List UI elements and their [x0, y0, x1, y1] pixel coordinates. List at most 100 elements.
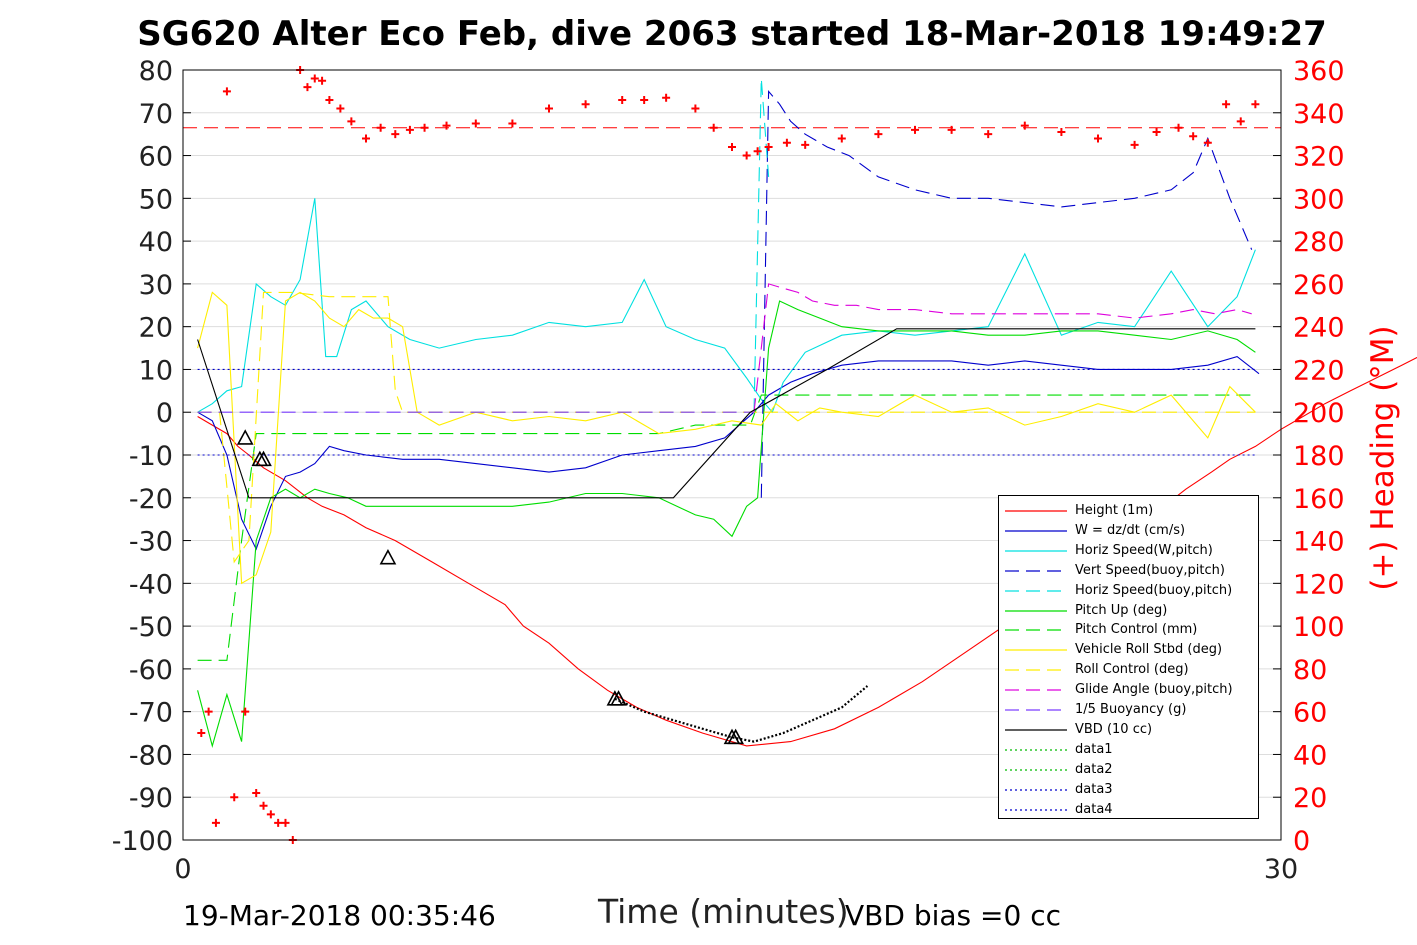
legend-swatch	[1005, 629, 1067, 631]
x-tick-label: 0	[174, 854, 191, 885]
legend-swatch	[1005, 570, 1067, 572]
y-right-tick-label: 40	[1293, 740, 1327, 771]
legend-swatch	[1005, 788, 1067, 791]
heading-point	[1189, 132, 1198, 141]
legend-label: VBD (10 cc)	[1075, 721, 1153, 737]
heading-point	[362, 134, 370, 143]
phase-marker	[610, 690, 627, 706]
heading-point	[405, 125, 414, 134]
heading-point	[618, 95, 627, 104]
heading-point	[222, 87, 231, 96]
series-line-3	[760, 89, 1253, 498]
heading-point	[211, 818, 220, 827]
heading-point	[1130, 140, 1139, 149]
y-right-tick-label: 80	[1293, 655, 1327, 686]
legend-label: Vehicle Roll Stbd (deg)	[1075, 642, 1223, 658]
heading-point	[1152, 128, 1161, 137]
legend-entry: data4	[999, 800, 1258, 820]
heading-point	[753, 147, 762, 156]
heading-point	[728, 143, 736, 151]
y-tick-label: -60	[129, 655, 173, 686]
heading-point	[442, 121, 451, 130]
heading-point	[947, 125, 956, 134]
legend-entry: Height (1m)	[999, 501, 1258, 521]
y-right-tick-label: 360	[1293, 56, 1345, 87]
heading-point	[1174, 123, 1183, 132]
y-right-tick-label: 320	[1293, 142, 1345, 173]
legend-swatch	[1005, 649, 1067, 651]
heading-point	[782, 138, 791, 147]
phase-marker	[236, 429, 254, 445]
series-line-4	[753, 78, 770, 413]
y-tick-label: 0	[156, 398, 173, 429]
legend-label: data3	[1075, 781, 1113, 797]
legend-entry: 1/5 Buoyancy (g)	[999, 700, 1258, 720]
heading-point	[230, 793, 239, 802]
heading-point	[391, 130, 400, 139]
right-axis-label: (+) Heading (°M)	[1365, 325, 1401, 590]
legend-label: Horiz Speed(W,pitch)	[1075, 542, 1213, 558]
y-tick-label: -80	[129, 740, 173, 771]
y-right-tick-label: 240	[1293, 313, 1345, 344]
heading-point	[709, 123, 718, 132]
heading-point	[764, 143, 773, 151]
heading-point	[1057, 128, 1066, 137]
heading-point	[874, 130, 883, 139]
heading-point	[471, 119, 480, 128]
legend-swatch	[1005, 589, 1067, 592]
y-right-tick-label: 20	[1293, 783, 1327, 814]
heading-point	[252, 788, 261, 797]
x-axis-label: Time (minutes)	[598, 892, 849, 931]
heading-point	[347, 117, 356, 126]
y-right-tick-label: 260	[1293, 270, 1345, 301]
y-tick-label: 20	[139, 313, 173, 344]
legend-label: Pitch Control (mm)	[1075, 622, 1198, 638]
series-line-1	[197, 355, 1260, 551]
legend-swatch	[1005, 709, 1067, 711]
y-right-tick-label: 200	[1293, 398, 1345, 429]
series-line-0	[197, 356, 1417, 747]
heading-point	[420, 123, 429, 132]
heading-point	[259, 801, 268, 810]
legend-label: data4	[1075, 801, 1113, 817]
legend-entry: data2	[999, 760, 1258, 780]
heading-point	[241, 707, 250, 716]
legend-swatch	[1005, 609, 1067, 612]
y-tick-label: -100	[112, 826, 173, 857]
legend-entry: W = dz/dt (cm/s)	[999, 521, 1258, 541]
heading-point	[911, 125, 919, 134]
vbd-bias-label: VBD bias =0 cc	[845, 899, 1061, 932]
y-tick-label: 30	[139, 270, 173, 301]
series-line-7	[197, 291, 1256, 585]
y-right-tick-label: 140	[1293, 527, 1345, 558]
heading-point	[197, 729, 206, 738]
heading-point	[376, 123, 385, 132]
y-tick-label: 50	[139, 184, 173, 215]
y-tick-label: -90	[129, 783, 173, 814]
legend-entry: Pitch Control (mm)	[999, 620, 1258, 640]
heading-point	[325, 95, 334, 104]
y-right-tick-label: 100	[1293, 612, 1345, 643]
heading-point	[266, 810, 275, 819]
legend: Height (1m) W = dz/dt (cm/s) Horiz Speed(W…	[998, 495, 1259, 819]
series-layer	[183, 66, 1417, 844]
dive-end-timestamp: 19-Mar-2018 00:35:46	[183, 899, 496, 932]
legend-swatch	[1005, 550, 1067, 552]
heading-point	[801, 140, 810, 149]
legend-label: W = dz/dt (cm/s)	[1075, 522, 1186, 538]
heading-point	[303, 83, 312, 92]
heading-point	[310, 74, 319, 83]
heading-point	[1203, 138, 1212, 147]
y-tick-label: 40	[139, 227, 173, 258]
heading-point	[1020, 121, 1029, 130]
legend-swatch	[1005, 530, 1067, 532]
phase-marker	[379, 548, 397, 565]
heading-point	[742, 151, 751, 160]
heading-point	[662, 93, 671, 102]
legend-label: Pitch Up (deg)	[1075, 602, 1168, 618]
y-tick-label: -20	[129, 484, 173, 515]
series-line-11	[197, 328, 1256, 499]
y-right-tick-label: 0	[1293, 826, 1310, 857]
y-right-tick-label: 280	[1293, 227, 1345, 258]
y-tick-label: 10	[139, 355, 173, 386]
